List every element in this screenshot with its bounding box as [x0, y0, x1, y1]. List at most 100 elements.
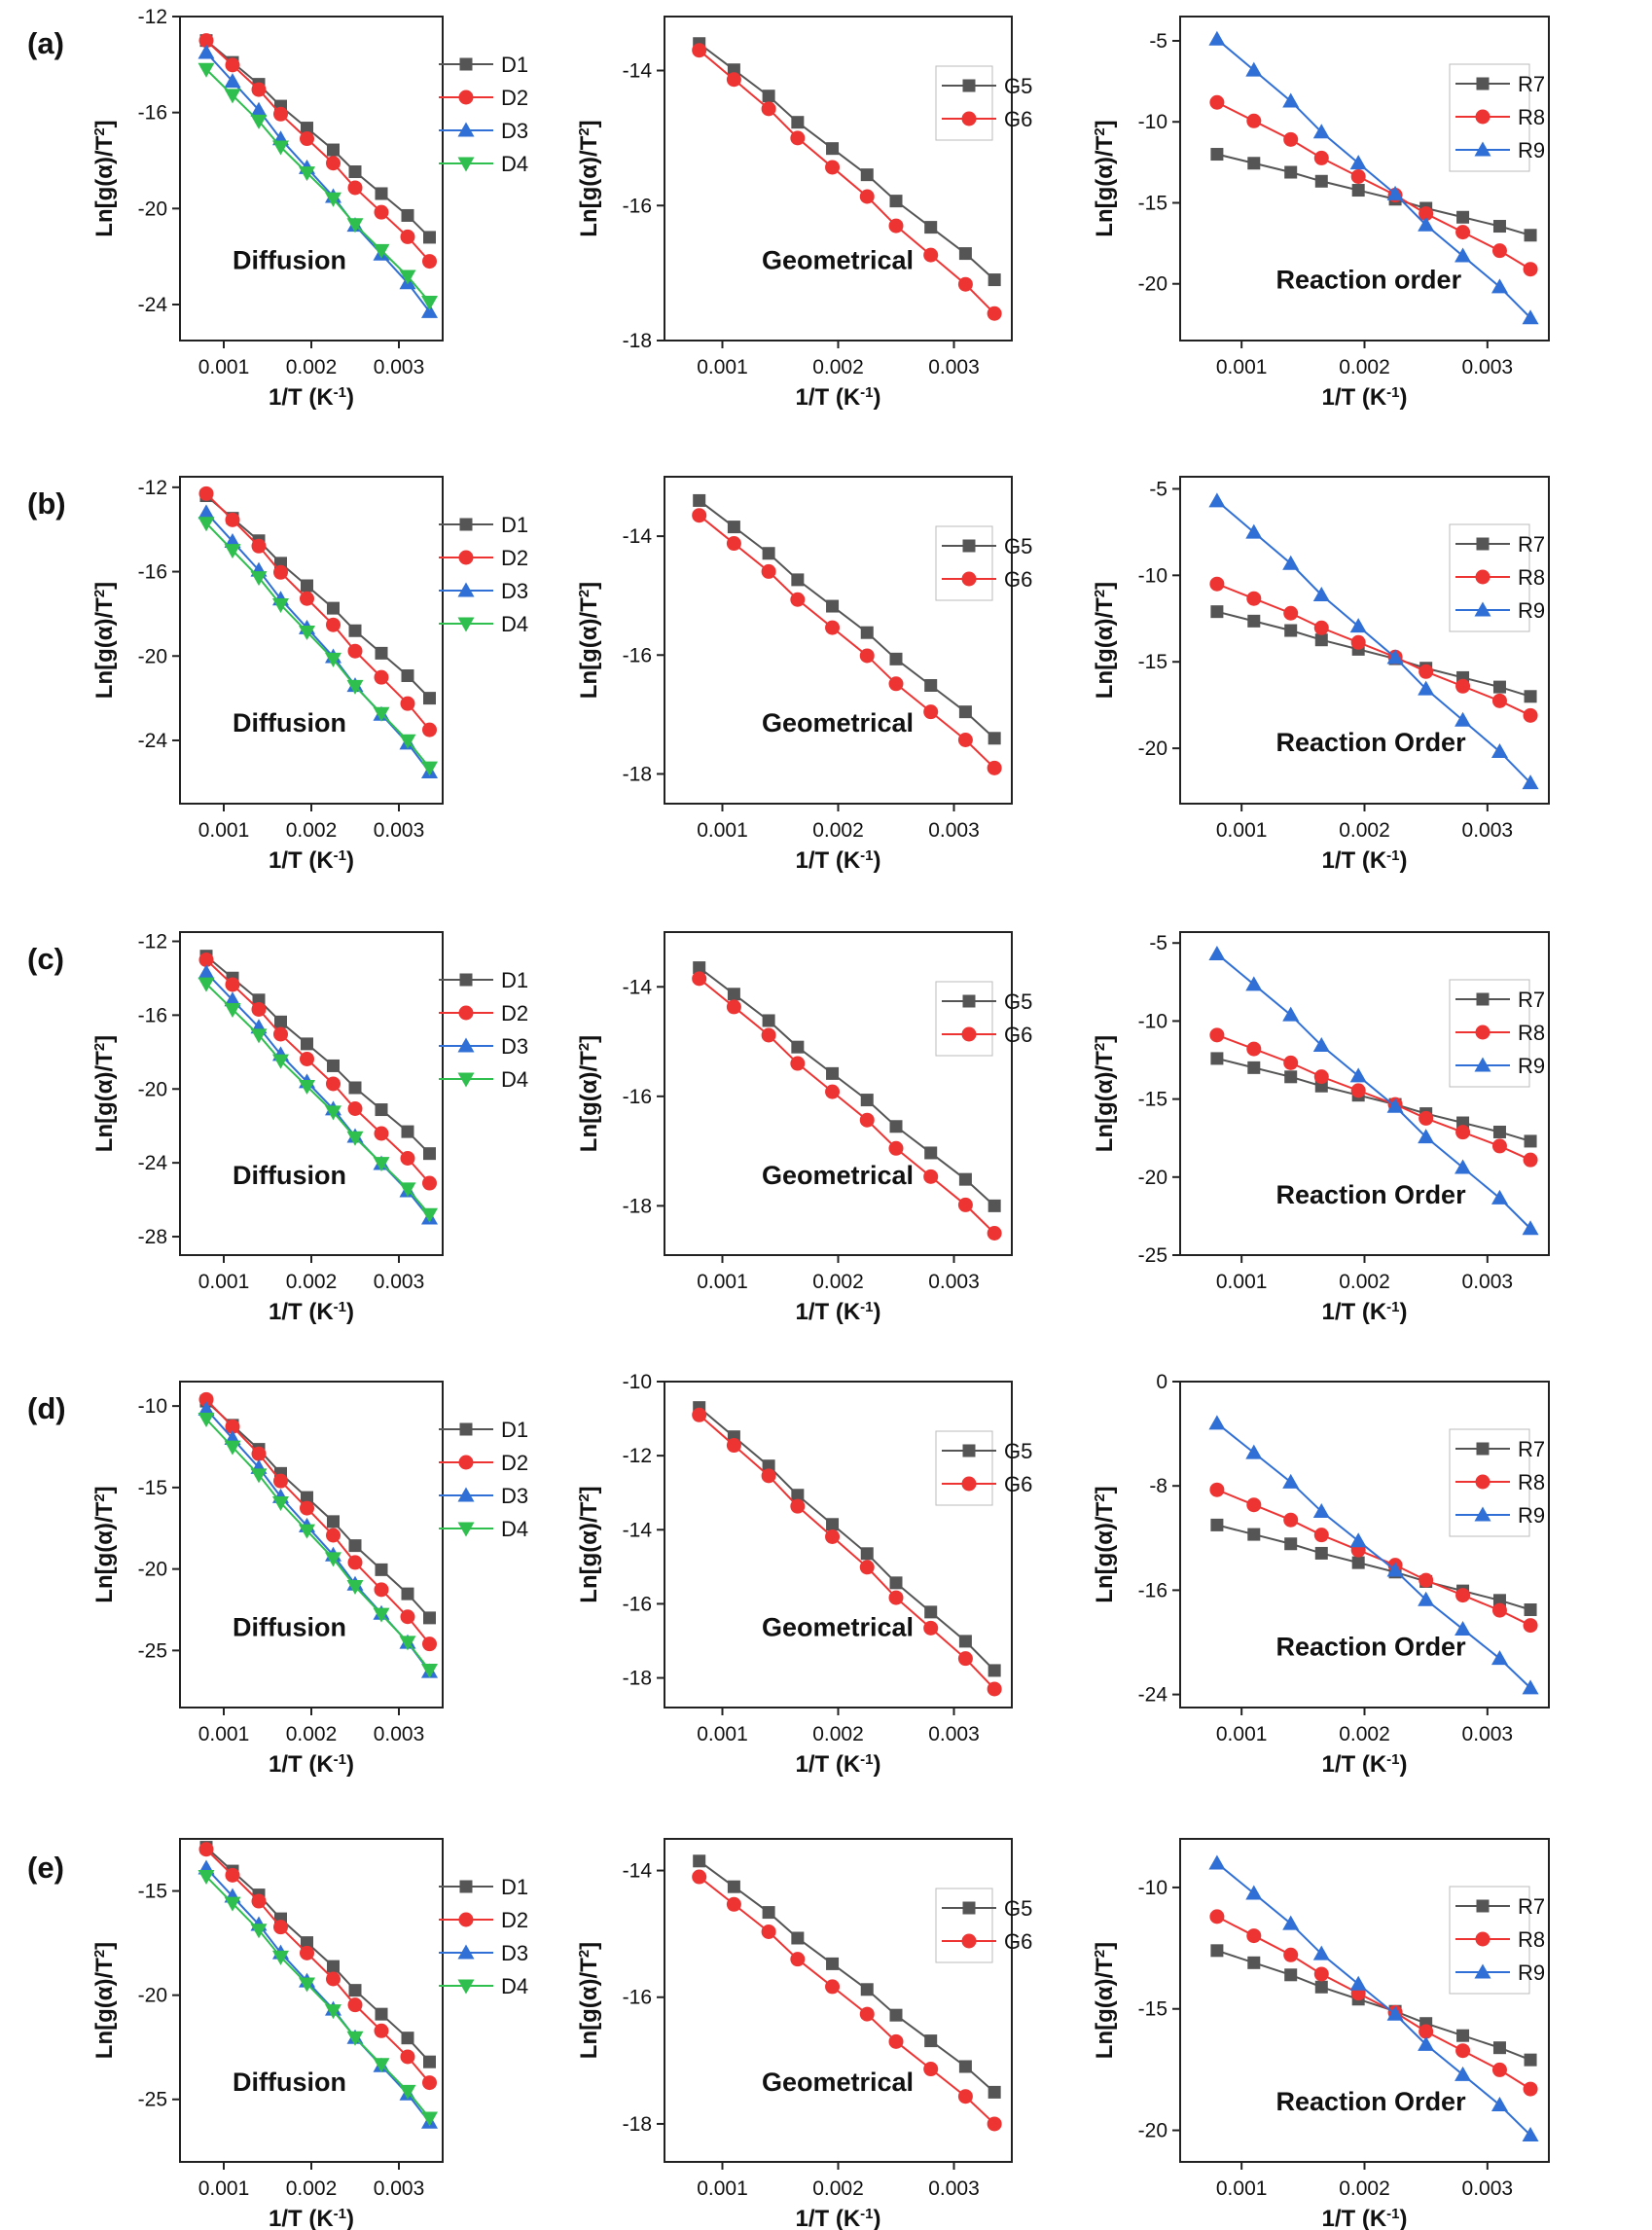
legend-marker-G6	[961, 571, 977, 587]
series-line-G6	[699, 514, 995, 770]
data-point-D4	[272, 1950, 289, 1965]
x-tick-label: 0.001	[1216, 356, 1268, 378]
data-point-G6	[692, 1407, 707, 1422]
legend-label-R9: R9	[1518, 1960, 1545, 1985]
data-point-R8	[1313, 150, 1329, 165]
data-point-G6	[726, 536, 741, 552]
data-point-R9	[1245, 976, 1263, 991]
data-point-R7	[1210, 148, 1224, 162]
data-point-R9	[1312, 586, 1330, 601]
legend-label-R8: R8	[1518, 1021, 1545, 1045]
y-tick-label: -16	[623, 644, 652, 666]
data-point-R9	[1282, 555, 1300, 570]
y-axis-title: Ln[g(α)/T2]	[91, 1035, 119, 1152]
data-point-D1	[375, 2007, 388, 2021]
data-point-R8	[1313, 1528, 1329, 1543]
data-point-R9	[1312, 124, 1330, 139]
data-point-R7	[1314, 1980, 1328, 1994]
legend-label-D2: D2	[501, 86, 528, 110]
x-tick-label: 0.002	[1339, 1271, 1390, 1293]
data-point-D4	[299, 1977, 315, 1993]
data-point-R8	[1246, 1928, 1262, 1944]
data-point-R8	[1350, 1083, 1366, 1098]
legend-marker-D1	[459, 1880, 473, 1893]
data-point-D3	[198, 1400, 215, 1416]
data-point-G5	[860, 168, 874, 182]
legend-label-D1: D1	[501, 53, 528, 77]
data-point-G5	[762, 1906, 775, 1920]
data-point-G5	[826, 1518, 840, 1531]
panel-annotation: Reaction order	[1276, 266, 1462, 295]
legend-marker-D1	[459, 1422, 473, 1436]
data-point-D2	[326, 156, 341, 171]
data-point-R8	[1419, 2024, 1434, 2039]
data-point-R8	[1283, 1947, 1299, 1962]
legend-label-G5: G5	[1004, 1439, 1032, 1463]
data-point-G5	[791, 1931, 805, 1945]
data-point-G6	[761, 1027, 776, 1043]
data-point-G5	[762, 1014, 775, 1027]
x-tick-label: 0.003	[928, 356, 980, 378]
legend-marker-D1	[459, 57, 473, 71]
data-point-R7	[1492, 220, 1506, 234]
series-line-G5	[699, 966, 995, 1207]
data-point-D4	[421, 761, 438, 776]
data-point-D4	[373, 2058, 390, 2073]
y-tick-label: 0	[1156, 1371, 1167, 1393]
data-point-D4	[346, 2031, 364, 2046]
data-point-G6	[859, 1560, 875, 1575]
series-line-D4	[205, 1418, 431, 1672]
legend-marker-D3	[457, 582, 475, 597]
x-tick-label: 0.001	[1216, 819, 1268, 842]
series-line-D2	[205, 39, 431, 263]
legend-label-D3: D3	[501, 1484, 528, 1508]
legend-marker-D3	[457, 1487, 475, 1502]
series-line-D2	[205, 1398, 431, 1645]
data-point-G5	[762, 1459, 775, 1473]
data-point-D1	[375, 1563, 388, 1576]
data-point-G5	[924, 221, 938, 234]
data-point-R7	[1210, 1052, 1224, 1065]
data-point-R9	[1454, 711, 1472, 727]
series-line-R9	[1216, 953, 1531, 1230]
data-point-G6	[692, 43, 707, 58]
data-point-G5	[727, 63, 740, 77]
y-tick-label: -10	[1138, 1010, 1167, 1032]
series-line-R7	[1216, 1949, 1531, 2062]
y-tick-label: -20	[138, 1985, 167, 2007]
data-point-G5	[988, 732, 1001, 745]
data-point-R7	[1210, 605, 1224, 619]
data-point-G6	[692, 508, 707, 523]
data-point-R9	[1522, 1679, 1539, 1695]
legend-marker-D1	[459, 973, 473, 987]
data-point-R9	[1490, 2096, 1508, 2111]
data-point-G6	[761, 101, 776, 117]
data-point-D3	[421, 303, 438, 318]
data-point-G6	[825, 620, 841, 635]
data-point-D4	[373, 243, 390, 259]
panel-3-2: 0.001 0.002 0.003 -14 -16 -18 1/T (K-1) Ln[g(α)…	[576, 931, 1032, 1325]
plot-frame	[664, 476, 1013, 805]
x-tick-label: 0.003	[1462, 819, 1514, 842]
x-tick-label: 0.001	[198, 819, 250, 842]
data-point-G6	[790, 1952, 806, 1967]
data-point-R8	[1455, 225, 1471, 240]
y-tick-label: -20	[1138, 1167, 1167, 1189]
x-tick-label: 0.001	[198, 1723, 250, 1745]
series-line-D2	[205, 958, 431, 1184]
data-point-R9	[1454, 2066, 1472, 2081]
series-line-G5	[699, 1406, 995, 1672]
panel-annotation: Reaction Order	[1276, 1180, 1467, 1209]
data-point-D1	[274, 1015, 287, 1028]
data-point-G5	[924, 2034, 938, 2048]
legend-label-G5: G5	[1004, 534, 1032, 558]
data-point-R7	[1524, 690, 1537, 703]
series-line-D4	[205, 68, 431, 304]
row-label-5: (e)	[27, 1851, 64, 1885]
data-point-D2	[198, 1391, 214, 1407]
data-point-D3	[198, 504, 215, 520]
legend-label-R8: R8	[1518, 1470, 1545, 1494]
data-point-D1	[327, 143, 340, 157]
data-point-D1	[327, 1059, 340, 1072]
data-point-G5	[958, 1172, 972, 1186]
